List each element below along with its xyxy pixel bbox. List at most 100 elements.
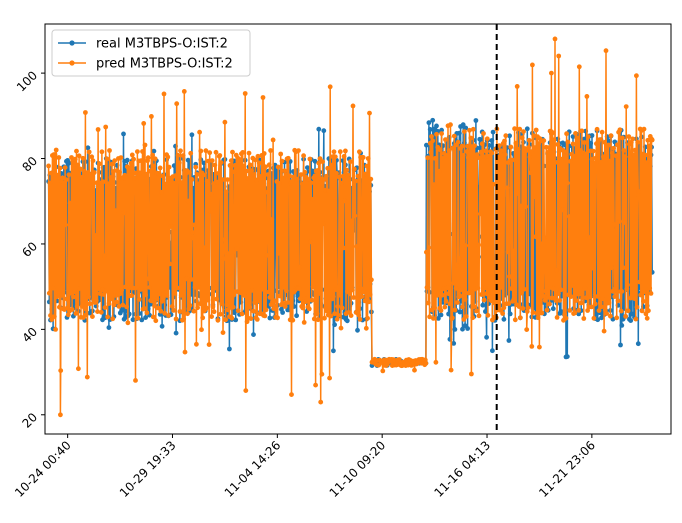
data-point: [533, 234, 538, 240]
data-point: [480, 302, 486, 308]
data-point: [159, 323, 165, 329]
data-point: [595, 317, 601, 323]
data-point: [563, 315, 569, 321]
data-point: [287, 173, 292, 179]
data-point: [121, 131, 126, 137]
data-point: [484, 136, 490, 142]
data-point: [252, 300, 258, 305]
data-point: [432, 305, 437, 311]
data-point: [616, 219, 622, 224]
data-point: [320, 159, 325, 165]
data-point: [239, 311, 245, 317]
data-point: [312, 158, 318, 164]
data-point: [625, 282, 630, 288]
data-point: [294, 313, 299, 319]
data-point: [256, 160, 262, 166]
data-point: [484, 334, 489, 340]
data-point: [144, 310, 150, 316]
data-point: [192, 222, 197, 228]
data-point: [609, 150, 615, 156]
data-point: [412, 367, 417, 373]
data-point: [106, 325, 112, 330]
data-point: [621, 220, 627, 225]
data-point: [123, 284, 128, 290]
data-point: [327, 375, 332, 381]
data-point: [153, 318, 159, 324]
data-point: [430, 138, 436, 144]
data-point: [267, 315, 273, 321]
data-point: [73, 311, 79, 316]
data-point: [644, 160, 649, 166]
data-point: [467, 127, 472, 133]
data-point: [365, 156, 371, 161]
data-point: [474, 308, 479, 314]
data-point: [211, 309, 217, 315]
data-point: [284, 288, 289, 294]
data-point: [291, 174, 296, 180]
data-point: [47, 180, 53, 186]
data-point: [63, 222, 69, 228]
data-point: [536, 141, 542, 146]
data-point: [634, 304, 640, 310]
data-point: [64, 296, 70, 302]
data-point: [204, 305, 209, 311]
data-point: [220, 330, 226, 335]
data-point: [218, 160, 224, 166]
data-point: [322, 187, 328, 193]
data-point: [638, 292, 644, 298]
data-point: [277, 181, 282, 186]
data-point: [263, 164, 268, 170]
data-point: [509, 157, 515, 163]
data-point: [438, 308, 444, 313]
data-point: [516, 146, 521, 152]
data-point: [182, 349, 188, 355]
data-point: [66, 160, 72, 166]
data-point: [175, 285, 180, 291]
data-point: [51, 314, 57, 319]
data-point: [348, 313, 354, 318]
data-point: [289, 179, 295, 184]
data-point: [289, 392, 294, 397]
data-point: [625, 308, 631, 314]
data-point: [589, 133, 595, 138]
data-point: [618, 342, 623, 348]
data-point: [216, 170, 222, 176]
data-point: [294, 176, 300, 182]
data-point: [637, 279, 642, 285]
data-point: [55, 172, 60, 178]
data-point: [125, 320, 131, 326]
data-point: [90, 158, 96, 164]
data-point: [463, 314, 469, 319]
data-point: [221, 256, 227, 261]
legend-marker: [69, 60, 75, 66]
data-point: [105, 314, 110, 320]
data-point: [648, 291, 654, 296]
data-point: [279, 158, 285, 164]
data-point: [77, 286, 83, 291]
data-point: [143, 315, 149, 320]
data-point: [150, 152, 156, 158]
data-point: [197, 129, 203, 135]
data-point: [82, 306, 88, 311]
data-point: [526, 145, 531, 150]
data-point: [315, 168, 320, 173]
data-point: [75, 162, 81, 168]
data-point: [124, 157, 130, 163]
data-point: [363, 171, 369, 177]
data-point: [175, 152, 181, 158]
data-point: [225, 177, 230, 183]
data-point: [120, 307, 126, 313]
data-point: [441, 286, 446, 292]
data-point: [275, 315, 280, 321]
data-point: [282, 304, 288, 309]
data-point: [325, 165, 331, 171]
series-line: [47, 38, 653, 415]
data-point: [53, 327, 58, 332]
data-point: [334, 316, 340, 322]
data-point: [142, 306, 147, 311]
data-point: [320, 221, 326, 227]
data-point: [433, 359, 439, 365]
data-point: [304, 296, 310, 301]
data-point: [576, 307, 582, 313]
data-point: [606, 300, 612, 306]
